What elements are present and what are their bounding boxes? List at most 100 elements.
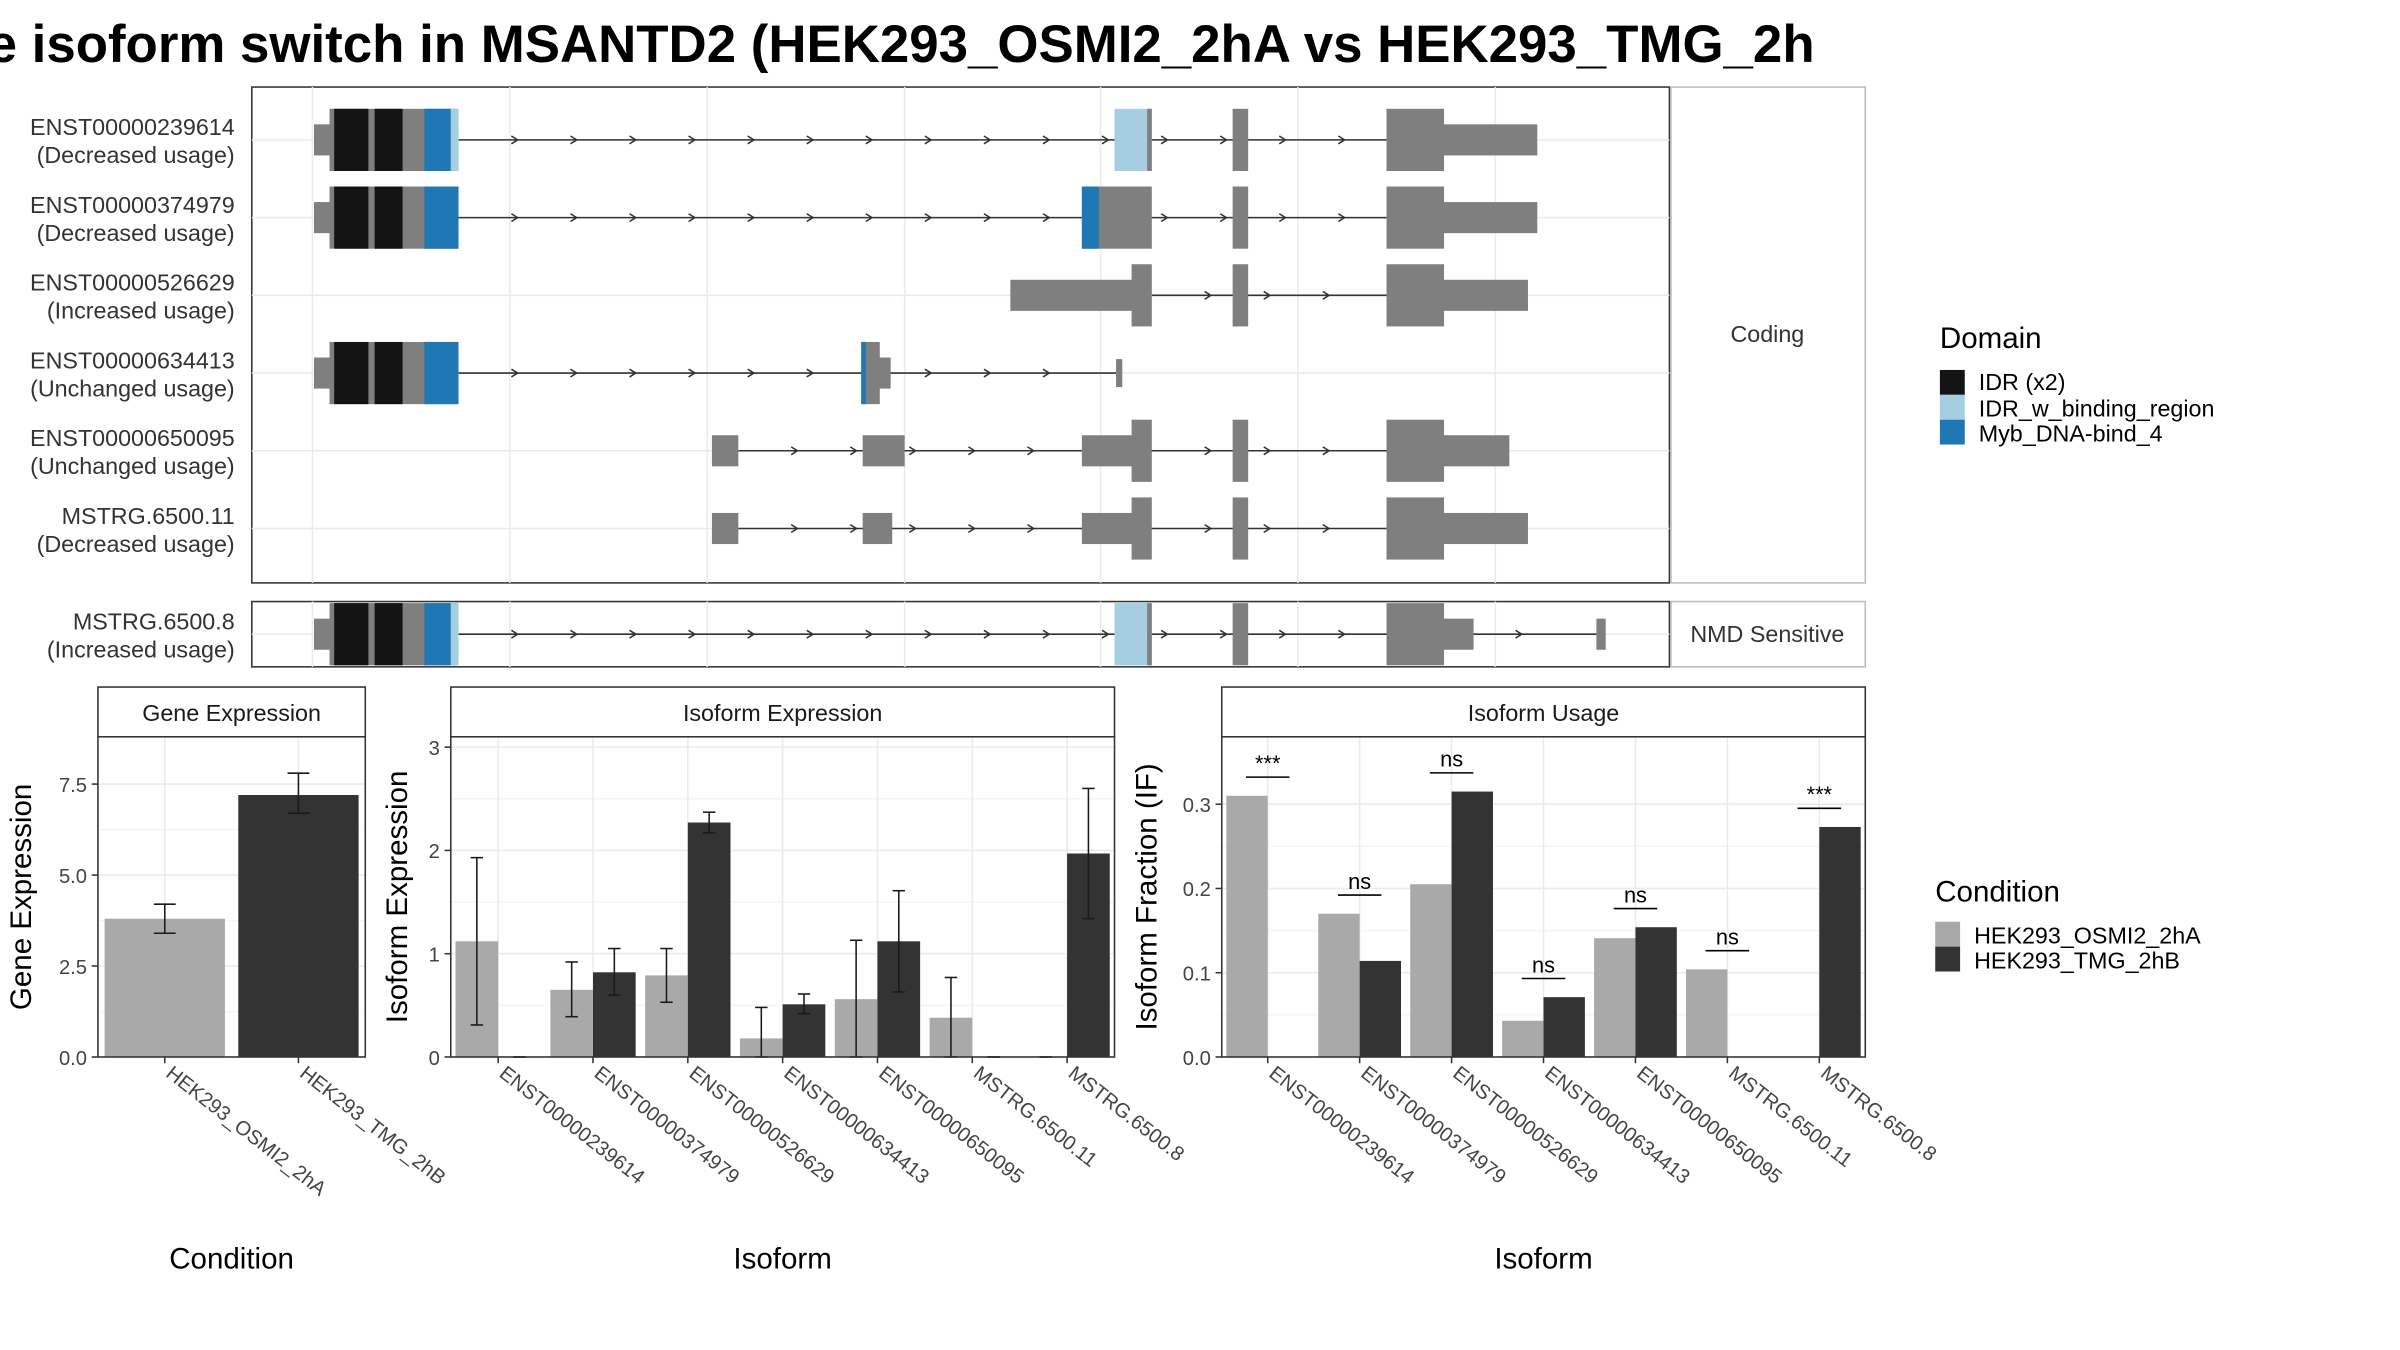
domain-block-idr_binding: [450, 108, 459, 171]
significance-label: ns: [1624, 882, 1647, 907]
intron-arrow: [908, 523, 918, 534]
isoform-id-label: ENST00000650095: [30, 425, 235, 451]
legend-label-cond-a: HEK293_OSMI2_2hA: [1974, 923, 2201, 949]
exon-block: [1386, 419, 1445, 482]
domain-block-idr_binding: [450, 603, 459, 666]
x-tick-label: HEK293_TMG_2hB: [295, 1062, 449, 1189]
intron-arrow: [1101, 629, 1110, 639]
intron-arrow: [1204, 290, 1213, 300]
exon-block: [1131, 497, 1152, 560]
condition-legend-title: Condition: [1935, 876, 2060, 909]
intron-arrow: [1160, 135, 1169, 145]
intron-arrow: [983, 213, 992, 223]
nmd-strip: [1670, 600, 1867, 668]
domain-block-myb: [424, 108, 451, 171]
domain-block-myb: [861, 341, 866, 405]
intron-arrow: [747, 213, 756, 223]
bar: [1226, 795, 1268, 1057]
intron-arrow: [924, 368, 933, 378]
intron-arrow: [688, 213, 697, 223]
intron-arrow: [924, 135, 933, 145]
exon-block: [1232, 264, 1249, 327]
intron-arrow: [806, 368, 815, 378]
y-tick-label: 3: [429, 738, 440, 760]
domain-block-idr: [374, 186, 403, 249]
exon-block: [1442, 124, 1538, 156]
y-tick-label: 1: [429, 944, 440, 966]
bar: [1635, 927, 1677, 1057]
intron-arrow: [790, 523, 799, 534]
significance-label: ***: [1255, 751, 1281, 776]
intron-arrow: [747, 135, 756, 145]
intron-arrow: [570, 368, 579, 378]
exon-block: [1442, 618, 1474, 650]
intron-arrow: [983, 629, 992, 639]
intron-arrow: [967, 446, 977, 456]
y-tick-label: 2.5: [59, 957, 87, 979]
intron-arrow: [1101, 135, 1110, 145]
intron-arrow: [849, 446, 858, 456]
isoform-id-label: ENST00000239614: [30, 114, 235, 140]
exon-block: [1232, 186, 1249, 249]
exon-block: [862, 435, 905, 467]
legend-label-cond-b: HEK293_TMG_2hB: [1974, 947, 2180, 973]
isoform-usage-label: (Increased usage): [47, 298, 235, 324]
intron-arrow: [865, 213, 874, 223]
exon-block: [1442, 512, 1528, 545]
intron-arrow: [629, 629, 638, 639]
intron-arrow: [806, 213, 815, 223]
coding-strip: [1670, 86, 1867, 584]
legend-label-idr: IDR (x2): [1979, 369, 2066, 395]
bar: [1451, 791, 1493, 1057]
intron-arrow: [510, 213, 520, 223]
intron-arrow: [849, 523, 858, 534]
exon-block: [1596, 618, 1606, 650]
coding-strip-label: Coding: [1730, 321, 1804, 347]
domain-block-myb: [424, 341, 459, 405]
intron-arrow: [1515, 629, 1524, 639]
isoform-usage-label: (Unchanged usage): [30, 453, 235, 479]
intron-arrow: [1337, 135, 1347, 145]
intron-arrow: [688, 629, 697, 639]
domain-block-idr: [334, 341, 369, 405]
significance-label: ns: [1716, 924, 1739, 949]
exon-block: [1386, 497, 1445, 560]
y-tick-label: 0: [429, 1048, 440, 1070]
significance-label: ns: [1348, 869, 1371, 894]
domain-block-idr: [334, 186, 369, 249]
x-axis-title: Condition: [169, 1242, 294, 1275]
domain-block-idr: [374, 341, 403, 405]
intron-arrow: [510, 135, 520, 145]
intron-arrow: [1278, 213, 1287, 223]
legend-swatch-cond-a: [1935, 921, 1961, 947]
exon-block: [711, 435, 739, 467]
domain-block-idr: [374, 108, 403, 171]
isoform-id-label: ENST00000374979: [30, 192, 235, 218]
legend-label-idr-binding: IDR_w_binding_region: [1979, 396, 2215, 422]
significance-label: ***: [1807, 782, 1833, 807]
structure-panel-coding: ENST00000239614(Decreased usage)ENST0000…: [30, 86, 1867, 584]
domain-block-idr: [374, 603, 403, 666]
y-tick-label: 0.2: [1183, 879, 1211, 901]
intron-arrow: [1219, 629, 1228, 639]
intron-arrow: [747, 368, 756, 378]
exon-block: [1442, 202, 1538, 234]
bar: [1410, 884, 1452, 1057]
intron-arrow: [983, 135, 992, 145]
intron-arrow: [1204, 446, 1213, 456]
y-tick-label: 0.3: [1183, 795, 1211, 817]
domain-block-idr: [334, 108, 369, 171]
isoform-usage-label: (Decreased usage): [37, 220, 235, 246]
legend-swatch-idr-binding: [1939, 394, 1965, 420]
exon-block: [862, 512, 893, 545]
legend-swatch-cond-b: [1935, 946, 1961, 972]
bar: [1359, 960, 1402, 1057]
exon-block: [1131, 419, 1152, 482]
exon-block: [1147, 108, 1152, 171]
chart-strip: [97, 686, 367, 738]
intron-arrow: [865, 629, 874, 639]
intron-arrow: [1042, 629, 1051, 639]
significance-label: ns: [1532, 952, 1555, 977]
